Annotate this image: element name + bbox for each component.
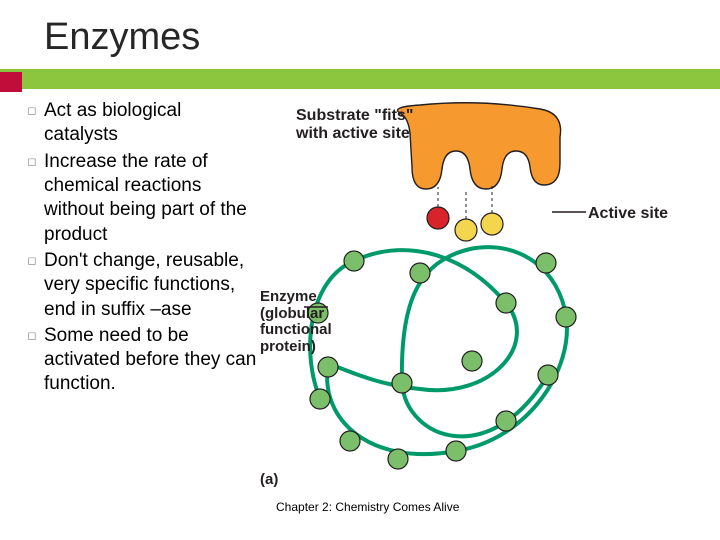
bullet-text: Don't change, reusable, very specific fu… (44, 249, 260, 322)
bullet-text: Act as biological catalysts (44, 99, 260, 148)
label-text: (globular (260, 305, 324, 322)
bullet-list: ◻ Act as biological catalysts ◻ Increase… (0, 99, 260, 519)
list-item: ◻ Some need to be activated before they … (20, 324, 260, 397)
bullet-icon: ◻ (20, 99, 44, 148)
label-text: Enzyme (260, 288, 317, 305)
label-substrate: Substrate "fits" with active site (296, 107, 413, 142)
bullet-text: Increase the rate of chemical reactions … (44, 150, 260, 247)
footer-caption: Chapter 2: Chemistry Comes Alive (276, 500, 459, 514)
label-active-site: Active site (588, 205, 668, 223)
page-title: Enzymes (0, 0, 720, 69)
enzyme-diagram: Substrate "fits" with active site Active… (260, 99, 720, 519)
content-row: ◻ Act as biological catalysts ◻ Increase… (0, 89, 720, 519)
list-item: ◻ Don't change, reusable, very specific … (20, 249, 260, 322)
label-panel-a: (a) (260, 471, 278, 488)
label-text: with active site (296, 125, 410, 142)
accent-bar (0, 69, 720, 89)
label-text: protein) (260, 338, 316, 355)
label-enzyme: Enzyme (globular functional protein) (260, 289, 332, 355)
list-item: ◻ Act as biological catalysts (20, 99, 260, 148)
accent-left-block (0, 72, 22, 92)
bullet-icon: ◻ (20, 249, 44, 322)
bullet-icon: ◻ (20, 324, 44, 397)
list-item: ◻ Increase the rate of chemical reaction… (20, 150, 260, 247)
label-text: Substrate "fits" (296, 107, 413, 124)
bullet-text: Some need to be activated before they ca… (44, 324, 260, 397)
bullet-icon: ◻ (20, 150, 44, 247)
label-text: functional (260, 321, 332, 338)
